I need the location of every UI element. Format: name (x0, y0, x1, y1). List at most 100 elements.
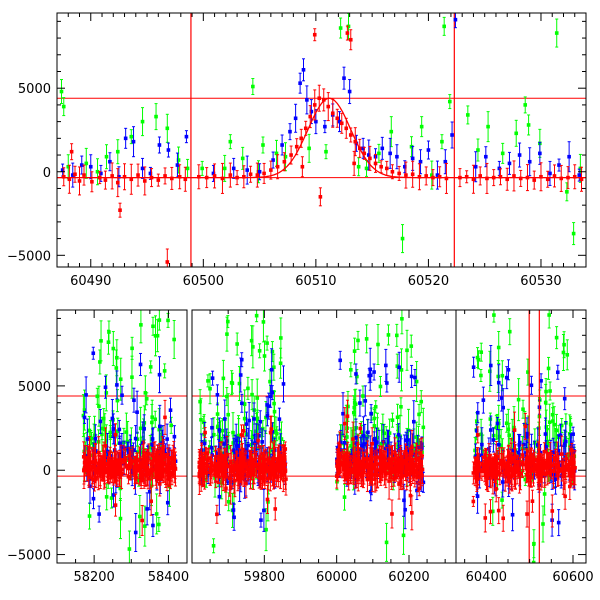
top-point-s0-86 (345, 25, 350, 41)
bottom-point (235, 332, 239, 356)
top-point-s0-13 (142, 166, 147, 196)
bottom-point (118, 449, 122, 487)
top-point-s2-11 (185, 158, 190, 178)
bottom-point (387, 462, 391, 500)
top-point-s1-28 (342, 66, 346, 90)
bottom-point (492, 454, 497, 484)
top-point-s2-4 (104, 144, 109, 170)
bottom-point (351, 421, 355, 457)
bottom-point (254, 310, 259, 323)
bottom-point (200, 462, 205, 488)
top-point-s0-43 (335, 108, 340, 128)
top-point-s1-49 (517, 142, 522, 168)
bottom-point (91, 346, 96, 360)
bottom-point (103, 375, 108, 399)
bottom-point (266, 467, 270, 491)
top-point-s0-20 (197, 164, 201, 190)
bottom-point (273, 497, 278, 521)
bottom-point (364, 324, 369, 354)
bottom-point (496, 330, 501, 364)
top-point-s0-27 (248, 165, 253, 183)
top-xtick-label: 60520 (408, 274, 449, 289)
bottom-point (499, 384, 504, 412)
bottom-point (517, 456, 522, 494)
bottom-point (134, 464, 138, 482)
top-point-s2-27 (400, 224, 405, 254)
bottom-point (496, 359, 501, 393)
bottom-point (346, 456, 350, 486)
bottom-point (261, 445, 266, 483)
top-point-s1-35 (388, 137, 392, 169)
bottom-point (395, 353, 400, 379)
bottom-point (496, 497, 501, 525)
top-xtick-label: 60530 (520, 274, 561, 289)
bottom-point (368, 347, 372, 391)
top-point-s0-70 (505, 167, 510, 191)
bottom-point (268, 464, 273, 492)
top-point-s2-37 (500, 142, 505, 164)
top-point-s2-1 (61, 97, 66, 117)
bottom-point (521, 399, 525, 419)
top-point-s0-82 (69, 143, 74, 161)
bottom-point (257, 455, 261, 483)
bottom-point (113, 493, 118, 517)
bottom-point (82, 410, 87, 424)
bottom-point (501, 504, 505, 532)
bottom-point (164, 452, 168, 488)
bottom-point (147, 443, 151, 465)
top-point-s1-41 (435, 160, 440, 190)
bottom-point (111, 331, 116, 367)
bottom-point (397, 351, 401, 383)
bottom-point (419, 390, 424, 414)
bottom-point (259, 512, 263, 528)
bottom-point (539, 373, 543, 389)
bottom-point (562, 387, 567, 411)
top-point-s0-80 (572, 164, 577, 190)
bottom-point (221, 456, 225, 492)
bottom-point (556, 509, 561, 537)
top-point-s1-50 (527, 147, 532, 177)
bottom-point (281, 365, 286, 403)
bottom-point (523, 412, 528, 440)
bottom-point (352, 399, 357, 417)
bottom-point (115, 459, 119, 485)
bottom-point (483, 449, 488, 485)
bottom-point (171, 444, 175, 474)
bottom-point (400, 310, 404, 335)
top-point-s1-36 (395, 144, 399, 170)
top-point-s2-40 (526, 114, 531, 136)
bottom-point (139, 310, 143, 344)
bottom-point (545, 453, 550, 475)
bottom-point (153, 315, 158, 357)
bottom-point (232, 503, 236, 531)
bottom-point (512, 452, 516, 468)
top-point-s2-16 (261, 136, 265, 154)
bottom-point (97, 385, 101, 427)
bottom-point (565, 339, 570, 371)
bottom-point (341, 458, 346, 472)
bottom-point (501, 388, 505, 428)
bottom-point (414, 451, 419, 467)
top-point-s0-8 (110, 162, 114, 190)
top-point-s0-72 (518, 169, 523, 187)
top-point-s0-5 (90, 171, 94, 193)
bottom-point (126, 469, 131, 485)
bottom-point (142, 450, 146, 484)
bottom-point (473, 457, 477, 487)
bottom-point (541, 505, 545, 543)
bottom-point (356, 330, 360, 350)
bottom-point (250, 379, 254, 411)
top-point-s1-20 (298, 72, 302, 94)
bottom-point (507, 450, 512, 488)
bottom-point (244, 411, 249, 437)
bottom-point (500, 360, 505, 392)
bottom-point (278, 454, 283, 490)
bottom-point (269, 348, 274, 392)
top-point-s2-38 (514, 119, 519, 147)
bottom-point (516, 460, 520, 474)
bottom-point (206, 447, 211, 469)
top-point-s0-15 (156, 173, 161, 187)
bottom-point (481, 386, 486, 414)
top-point-s1-55 (577, 168, 582, 182)
top-point-s0-69 (498, 168, 503, 186)
